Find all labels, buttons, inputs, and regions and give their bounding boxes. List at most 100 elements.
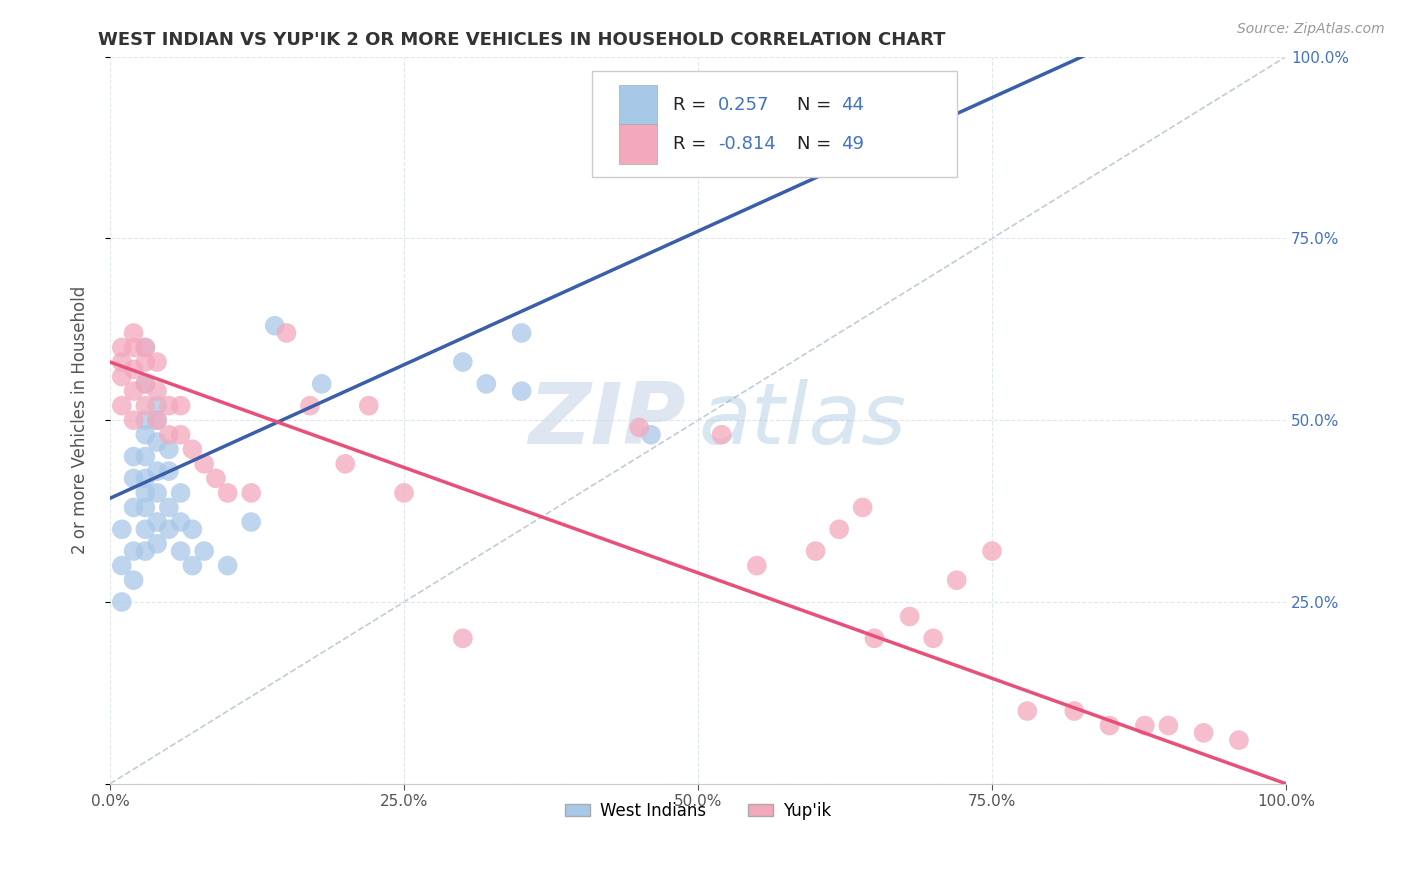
Point [945, 573, 967, 587]
Point [157, 464, 180, 478]
Point [240, 486, 263, 500]
Point [263, 318, 285, 333]
Point [510, 384, 533, 398]
Bar [619, 124, 657, 164]
Point [157, 427, 180, 442]
Point [1227, 733, 1250, 747]
Point [134, 355, 156, 369]
Point [146, 515, 169, 529]
Text: N =: N = [797, 135, 837, 153]
Text: R =: R = [673, 96, 713, 114]
Point [111, 522, 134, 536]
Point [181, 558, 204, 573]
Text: 44: 44 [841, 96, 865, 114]
Point [111, 355, 134, 369]
Text: R =: R = [673, 135, 713, 153]
Point [276, 326, 298, 340]
Point [134, 544, 156, 558]
Point [146, 355, 169, 369]
Bar [619, 86, 657, 126]
Point [146, 399, 169, 413]
Point [335, 457, 357, 471]
Point [640, 427, 662, 442]
Point [134, 427, 156, 442]
Point [122, 362, 145, 376]
Point [1063, 704, 1085, 718]
Point [134, 522, 156, 536]
Point [628, 420, 651, 434]
Point [157, 522, 180, 536]
Point [122, 471, 145, 485]
Point [240, 515, 263, 529]
Point [1157, 718, 1180, 732]
Point [146, 384, 169, 398]
Point [804, 544, 827, 558]
Point [146, 413, 169, 427]
Point [111, 595, 134, 609]
Point [1192, 726, 1215, 740]
Legend: West Indians, Yup'ik: West Indians, Yup'ik [558, 795, 838, 826]
Point [745, 558, 768, 573]
Point [169, 427, 191, 442]
Text: 0.257: 0.257 [718, 96, 769, 114]
Point [1133, 718, 1156, 732]
Point [134, 486, 156, 500]
Text: atlas: atlas [697, 379, 905, 462]
Point [146, 537, 169, 551]
Point [146, 464, 169, 478]
Text: WEST INDIAN VS YUP'IK 2 OR MORE VEHICLES IN HOUSEHOLD CORRELATION CHART: WEST INDIAN VS YUP'IK 2 OR MORE VEHICLES… [98, 31, 946, 49]
Point [134, 450, 156, 464]
Point [122, 326, 145, 340]
Point [134, 341, 156, 355]
Point [111, 399, 134, 413]
Point [122, 573, 145, 587]
Text: 49: 49 [841, 135, 865, 153]
Point [193, 544, 215, 558]
Text: Source: ZipAtlas.com: Source: ZipAtlas.com [1237, 22, 1385, 37]
Point [852, 500, 875, 515]
Point [298, 399, 321, 413]
Point [898, 609, 921, 624]
Text: N =: N = [797, 96, 837, 114]
Point [217, 558, 239, 573]
Point [134, 471, 156, 485]
Point [217, 486, 239, 500]
Point [134, 341, 156, 355]
Point [311, 376, 333, 391]
Point [111, 369, 134, 384]
Point [146, 486, 169, 500]
FancyBboxPatch shape [592, 71, 956, 177]
Point [134, 413, 156, 427]
Point [169, 399, 191, 413]
Point [169, 544, 191, 558]
Point [146, 413, 169, 427]
Point [205, 471, 228, 485]
Text: ZIP: ZIP [529, 379, 686, 462]
Point [157, 399, 180, 413]
Point [122, 413, 145, 427]
Point [181, 442, 204, 457]
Point [828, 522, 851, 536]
Point [134, 500, 156, 515]
Point [111, 558, 134, 573]
Point [510, 326, 533, 340]
Point [710, 427, 733, 442]
Point [1098, 718, 1121, 732]
Point [122, 544, 145, 558]
Point [169, 486, 191, 500]
Point [981, 544, 1004, 558]
Point [863, 632, 886, 646]
Point [922, 632, 945, 646]
Point [157, 500, 180, 515]
Point [134, 376, 156, 391]
Point [451, 355, 474, 369]
Point [193, 457, 215, 471]
Point [134, 376, 156, 391]
Point [392, 486, 415, 500]
Point [122, 384, 145, 398]
Point [146, 435, 169, 450]
Point [157, 442, 180, 457]
Point [122, 450, 145, 464]
Point [134, 399, 156, 413]
Point [451, 632, 474, 646]
